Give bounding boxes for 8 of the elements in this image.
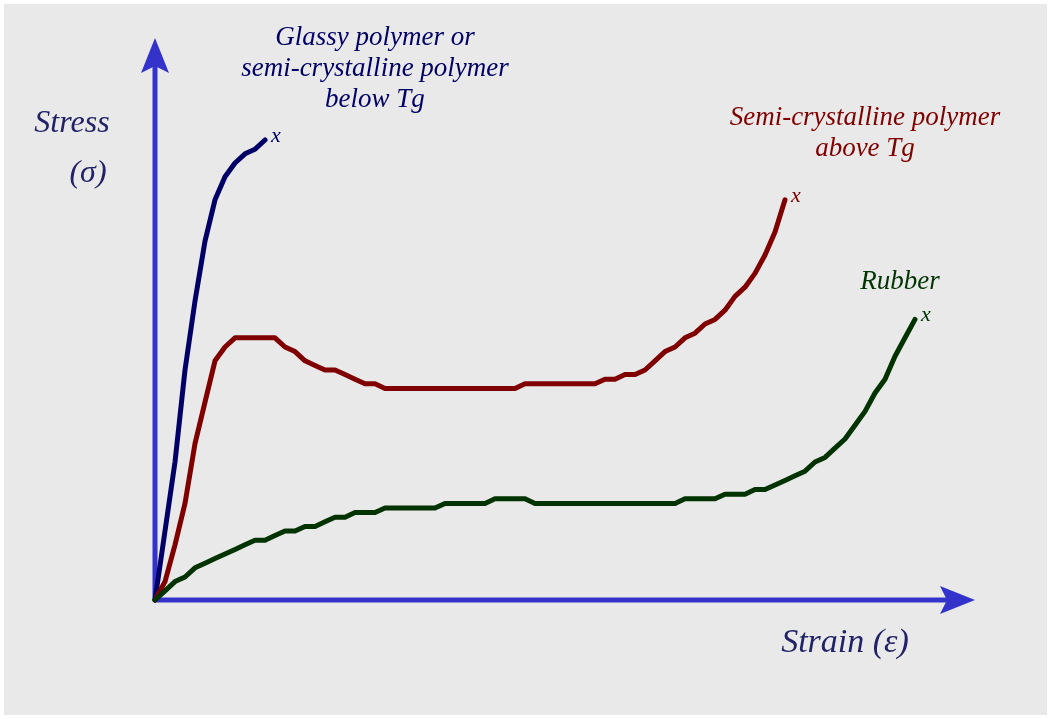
text: Semi-crystalline polymer above Tg	[729, 100, 1001, 162]
x-axis-title: Strain (ε)	[781, 622, 909, 660]
series-label: Rubber	[859, 265, 941, 296]
series-label: Glassy polymer or semi-crystalline polymer below Tg	[241, 21, 510, 113]
y-axis-title: Stress (σ)	[34, 103, 110, 189]
text: x	[920, 301, 931, 327]
annotation: x	[790, 181, 801, 207]
annotation: x	[270, 122, 281, 147]
